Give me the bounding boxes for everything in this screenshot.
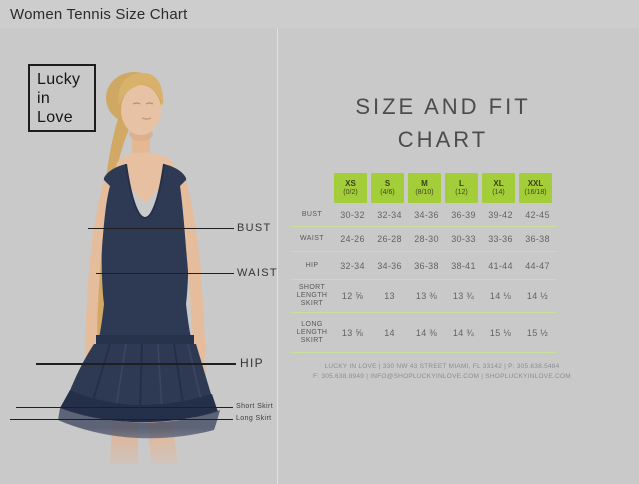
- size-column-header: M (8/10): [408, 173, 441, 203]
- table-cell: 42-45: [525, 209, 550, 220]
- size-column-header: XXL (16/18): [519, 173, 552, 203]
- table-cell: 13 ⅜: [415, 291, 438, 301]
- waist-callout-line: [96, 273, 234, 274]
- bust-callout-line: [88, 228, 234, 229]
- table-cell: 44-47: [525, 260, 550, 271]
- table-cell: 13 ¾: [452, 291, 475, 301]
- size-column-header: XL (14): [482, 173, 515, 203]
- table-row: WAIST 24-26 26-28 28-30 30-33 33-36 36-38: [290, 227, 557, 252]
- table-cell: 41-44: [488, 260, 513, 271]
- size-range: (4/6): [380, 189, 395, 196]
- size-range: (16/18): [524, 189, 547, 196]
- size-label: S: [384, 179, 391, 188]
- table-cell: 14 ⅜: [415, 327, 438, 338]
- row-label: WAIST: [300, 235, 324, 242]
- size-column-headers: XS (0/2) S (4/6) M (8/10) L (12) XL (14) XXL (16/18…: [334, 173, 552, 203]
- bust-callout-label: BUST: [237, 222, 272, 234]
- table-row: BUST 30-32 32-34 34-36 36-39 39-42 42-45: [290, 203, 557, 227]
- size-range: (8/10): [415, 189, 434, 196]
- table-cell: 15 ⅛: [489, 327, 512, 338]
- chart-title-line2: CHART: [397, 127, 489, 152]
- brand-logo: Lucky in Love: [28, 64, 96, 132]
- table-row: SHORT LENGTH SKIRT 12 ⅝ 13 13 ⅜ 13 ¾ 14 ⅛ 14 ½: [290, 280, 557, 313]
- logo-line: Lucky: [37, 71, 81, 88]
- footer-address: LUCKY IN LOVE | 330 NW 43 STREET MIAMI, …: [324, 363, 560, 370]
- table-cell: 34-36: [414, 209, 439, 220]
- long-skirt-callout-line: [10, 419, 233, 420]
- chart-footer: LUCKY IN LOVE | 330 NW 43 STREET MIAMI, …: [292, 362, 592, 382]
- table-cell: 15 ½: [526, 327, 549, 338]
- table-cell: 14 ½: [526, 291, 549, 301]
- size-label: XS: [345, 179, 356, 188]
- table-cell: 36-38: [414, 260, 439, 271]
- logo-line: in: [37, 90, 51, 107]
- size-fit-table: BUST 30-32 32-34 34-36 36-39 39-42 42-45 WAIST 2…: [290, 203, 557, 353]
- table-cell: 34-36: [377, 260, 402, 271]
- logo-line: Love: [37, 109, 73, 126]
- row-label: HIP: [305, 261, 319, 269]
- table-cell: 14 ¾: [452, 327, 475, 338]
- table-cell: 38-41: [451, 260, 476, 271]
- table-cell: 12 ⅝: [341, 291, 364, 301]
- page-title: Women Tennis Size Chart: [10, 5, 188, 23]
- hip-callout-label: HIP: [240, 356, 264, 370]
- row-label: SHORT LENGTH SKIRT: [296, 284, 328, 307]
- table-cell: 28-30: [414, 234, 439, 244]
- size-range: (0/2): [343, 189, 358, 196]
- page-title-bar: Women Tennis Size Chart: [0, 0, 639, 28]
- size-range: (14): [492, 189, 505, 196]
- size-label: XL: [493, 179, 504, 188]
- chart-title-line1: SIZE AND FIT: [355, 94, 531, 119]
- size-label: M: [421, 179, 428, 188]
- short-skirt-callout-label: Short Skirt: [236, 403, 274, 410]
- table-cell: 30-33: [451, 234, 476, 244]
- photo-chart-divider: [277, 28, 278, 484]
- chart-title: SIZE AND FIT CHART: [312, 90, 574, 156]
- table-cell: 13: [384, 291, 395, 301]
- size-label: XXL: [527, 179, 544, 188]
- table-row: HIP 32-34 34-36 36-38 38-41 41-44 44-47: [290, 252, 557, 280]
- table-cell: 24-26: [340, 234, 365, 244]
- size-column-header: XS (0/2): [334, 173, 367, 203]
- photo-bottom-fade: [0, 428, 277, 484]
- short-skirt-callout-line: [16, 407, 233, 408]
- table-cell: 26-28: [377, 234, 402, 244]
- table-cell: 33-36: [488, 234, 513, 244]
- table-cell: 14: [384, 327, 395, 338]
- table-cell: 14 ⅛: [489, 291, 512, 301]
- long-skirt-callout-label: Long Skirt: [236, 415, 272, 422]
- size-column-header: L (12): [445, 173, 478, 203]
- size-range: (12): [455, 189, 468, 196]
- table-cell: 32-34: [340, 260, 365, 271]
- table-cell: 30-32: [340, 209, 365, 220]
- row-label: LONG LENGTH SKIRT: [296, 320, 328, 344]
- table-cell: 36-38: [525, 234, 550, 244]
- table-cell: 32-34: [377, 209, 402, 220]
- table-row: LONG LENGTH SKIRT 13 ⅝ 14 14 ⅜ 14 ¾ 15 ⅛ 15 ½: [290, 313, 557, 353]
- size-chart-image: Lucky in Love BUST WAIST HIP Short Skirt…: [0, 28, 639, 484]
- table-cell: 39-42: [488, 209, 513, 220]
- table-cell: 36-39: [451, 209, 476, 220]
- hip-callout-line: [36, 363, 236, 365]
- size-label: L: [459, 179, 464, 188]
- size-column-header: S (4/6): [371, 173, 404, 203]
- waist-callout-label: WAIST: [237, 267, 278, 279]
- table-cell: 13 ⅝: [341, 327, 364, 338]
- row-label: BUST: [301, 210, 323, 218]
- footer-contact: F: 305.638.8949 | INFO@SHOPLUCKYINLOVE.C…: [313, 373, 571, 380]
